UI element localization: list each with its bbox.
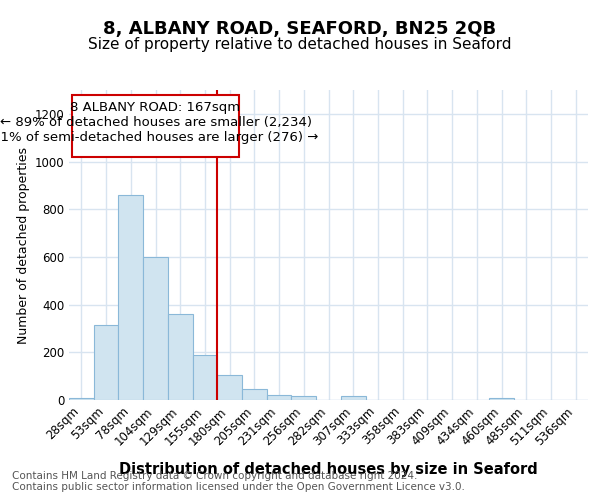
Bar (242, 389, 267, 400)
Text: 8, ALBANY ROAD, SEAFORD, BN25 2QB: 8, ALBANY ROAD, SEAFORD, BN25 2QB (103, 20, 497, 38)
Bar (489, 398, 514, 400)
Y-axis label: Number of detached properties: Number of detached properties (17, 146, 30, 344)
Bar (118, 195, 143, 400)
Bar (292, 396, 316, 400)
Bar (217, 375, 242, 400)
Text: Size of property relative to detached houses in Seaford: Size of property relative to detached ho… (88, 38, 512, 52)
Bar (69, 398, 94, 400)
Bar (267, 395, 292, 400)
FancyBboxPatch shape (72, 95, 239, 157)
Text: Contains HM Land Registry data © Crown copyright and database right 2024.
Contai: Contains HM Land Registry data © Crown c… (12, 471, 465, 492)
Text: 8 ALBANY ROAD: 167sqm
← 89% of detached houses are smaller (2,234)
11% of semi-d: 8 ALBANY ROAD: 167sqm ← 89% of detached … (0, 101, 319, 144)
Bar (341, 396, 365, 400)
X-axis label: Distribution of detached houses by size in Seaford: Distribution of detached houses by size … (119, 462, 538, 476)
Bar (94, 325, 118, 400)
Bar (193, 354, 217, 400)
Bar (143, 257, 168, 400)
Bar (168, 314, 193, 400)
